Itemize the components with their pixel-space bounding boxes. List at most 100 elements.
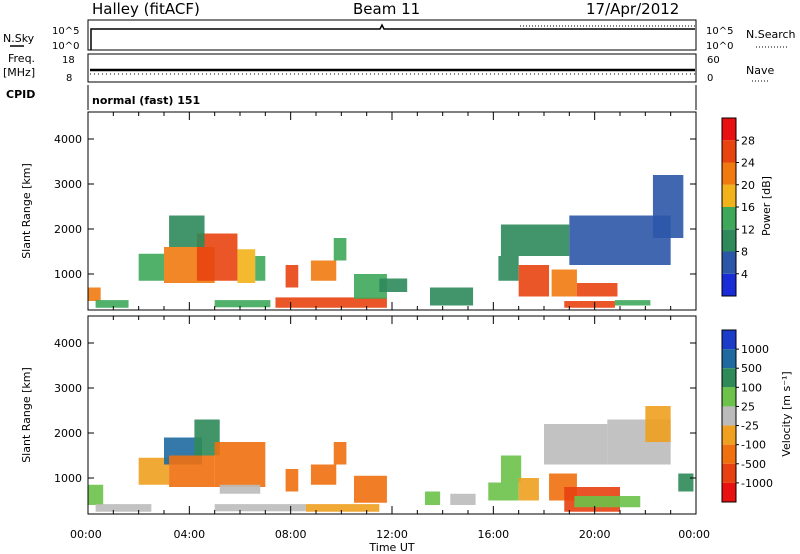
power-ytick-label: 1000 <box>54 268 82 281</box>
power-region <box>95 300 129 308</box>
velocity-colorbar-swatch <box>722 463 736 483</box>
power-ytick-label: 4000 <box>54 133 82 146</box>
power-colorbar-swatch <box>722 229 736 252</box>
nave-tick-high: 60 <box>707 55 720 66</box>
power-region <box>88 287 101 301</box>
power-colorbar: 4 8 12 16 20 24 28 <box>721 117 755 297</box>
time-tick-label: 00:00 <box>70 528 102 541</box>
power-panel: 1000 2000 3000 4000 Slant Range [km] 4 8 12 16… <box>20 111 773 311</box>
velocity-colorbar-tick-label: -100 <box>741 439 766 452</box>
velocity-colorbar-tick-label: 1000 <box>741 343 769 356</box>
nsky-tick-high: 10^5 <box>52 26 79 37</box>
power-region <box>333 238 347 261</box>
power-region <box>500 224 570 256</box>
velocity-colorbar-swatch <box>722 482 736 502</box>
time-tick-label: 12:00 <box>376 528 408 541</box>
power-region <box>518 265 550 297</box>
nave-label: Nave <box>746 64 774 77</box>
velocity-region <box>518 478 539 501</box>
cpid-program: normal (fast) 151 <box>92 94 200 107</box>
power-ytick-label: 3000 <box>54 178 82 191</box>
power-region <box>564 301 615 308</box>
velocity-region <box>544 424 608 465</box>
velocity-region <box>219 484 261 494</box>
nave-tick-low: 0 <box>707 73 713 84</box>
velocity-colorbar-tick-label: -1000 <box>741 477 773 490</box>
velocity-colorbar-tick-label: 500 <box>741 362 762 375</box>
power-colorbar-swatch <box>722 118 736 141</box>
velocity-ytick-label: 4000 <box>54 337 82 350</box>
velocity-region <box>88 484 104 505</box>
power-region <box>551 269 577 297</box>
power-colorbar-tick-label: 4 <box>741 268 748 281</box>
power-region <box>237 249 256 283</box>
power-ytick-label: 2000 <box>54 223 82 236</box>
power-region <box>255 256 266 281</box>
velocity-region <box>305 504 380 512</box>
velocity-region <box>354 475 387 503</box>
time-tick-label: 08:00 <box>275 528 307 541</box>
velocity-ylabel: Slant Range [km] <box>20 367 33 463</box>
velocity-colorbar-swatch <box>722 368 736 388</box>
power-region <box>498 256 519 281</box>
velocity-colorbar-swatch <box>722 330 736 350</box>
velocity-region <box>285 469 299 492</box>
freq-tick-high: 18 <box>62 55 75 66</box>
power-heatmap <box>88 175 684 308</box>
velocity-colorbar: 1000 500 100 25 -25 -100 -500 -1000 <box>721 329 773 503</box>
velocity-region <box>310 464 337 485</box>
power-region <box>310 260 337 281</box>
velocity-region <box>169 455 215 487</box>
power-colorbar-tick-label: 12 <box>741 223 755 236</box>
station-title: Halley (fitACF) <box>92 0 200 18</box>
velocity-heatmap <box>88 406 694 512</box>
power-region <box>138 253 164 281</box>
power-ylabel: Slant Range [km] <box>20 163 33 259</box>
velocity-region <box>214 504 306 512</box>
velocity-region <box>214 442 266 487</box>
velocity-ytick-label: 1000 <box>54 472 82 485</box>
power-axes: 1000 2000 3000 4000 <box>54 112 697 310</box>
velocity-region <box>333 442 347 465</box>
nsearch-label: N.Search <box>746 28 796 41</box>
velocity-region <box>645 406 671 442</box>
freq-label: Freq. <box>8 52 35 65</box>
power-colorbar-swatch <box>722 273 736 296</box>
nsearch-tick-low: 10^0 <box>706 41 733 52</box>
time-axis-title: Time UT <box>368 541 414 554</box>
power-region <box>275 297 387 308</box>
velocity-colorbar-swatch <box>722 406 736 426</box>
velocity-region <box>488 482 519 501</box>
velocity-colorbar-tick-label: -25 <box>741 420 759 433</box>
velocity-panel: 1000 2000 3000 4000 Slant Range [km] 1000 50… <box>20 315 793 515</box>
power-region <box>285 265 299 288</box>
time-tick-label: 00:00 <box>678 528 710 541</box>
power-region <box>614 300 651 306</box>
velocity-colorbar-tick-label: -500 <box>741 458 766 471</box>
time-tick-label: 04:00 <box>173 528 205 541</box>
velocity-region <box>95 504 152 512</box>
power-colorbar-swatch <box>722 140 736 163</box>
velocity-region <box>574 496 641 508</box>
velocity-colorbar-tick-label: 25 <box>741 400 755 413</box>
freq-unit-label: [MHz] <box>3 66 35 79</box>
nsearch-tick-high: 10^5 <box>706 26 733 37</box>
power-region <box>576 283 618 297</box>
power-colorbar-label: Power [dB] <box>760 176 773 236</box>
power-region <box>169 215 205 247</box>
nsky-tick-low: 10^0 <box>52 41 79 52</box>
power-colorbar-swatch <box>722 162 736 185</box>
velocity-colorbar-swatch <box>722 444 736 464</box>
power-colorbar-tick-label: 16 <box>741 201 755 214</box>
freq-tick-low: 8 <box>66 73 72 84</box>
nsky-label: N.Sky <box>3 32 35 45</box>
time-tick-label: 20:00 <box>579 528 611 541</box>
velocity-colorbar-label: Velocity [m s⁻¹] <box>780 371 793 456</box>
velocity-region <box>500 455 522 483</box>
power-region <box>430 287 474 306</box>
power-colorbar-tick-label: 28 <box>741 134 755 147</box>
velocity-colorbar-swatch <box>722 349 736 369</box>
power-region <box>652 175 684 238</box>
date-title: 17/Apr/2012 <box>586 0 679 18</box>
